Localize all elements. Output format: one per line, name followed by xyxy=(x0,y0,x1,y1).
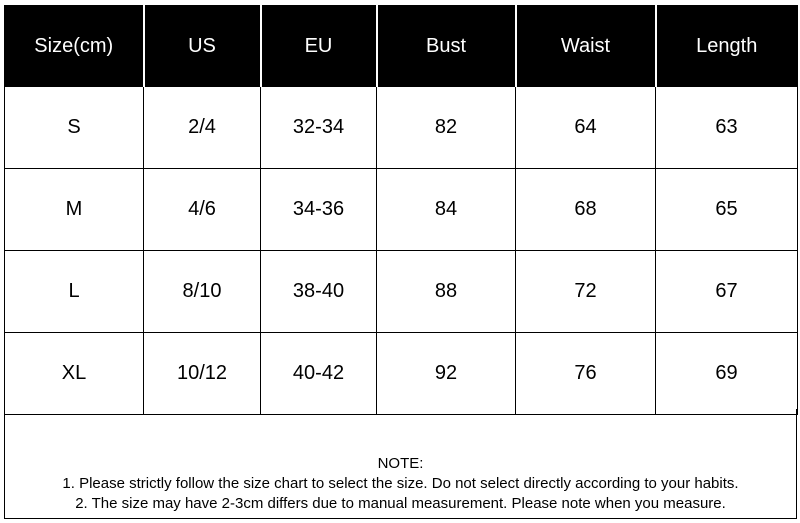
cell-bust: 82 xyxy=(376,86,516,169)
cell-eu: 32-34 xyxy=(260,86,377,169)
cell-bust: 88 xyxy=(376,250,516,333)
cell-waist: 76 xyxy=(515,332,656,415)
cell-size: XL xyxy=(4,332,144,415)
cell-size: S xyxy=(4,86,144,169)
cell-length: 65 xyxy=(655,168,798,251)
cell-length: 67 xyxy=(655,250,798,333)
header-us: US xyxy=(142,5,262,87)
header-length: Length xyxy=(654,5,798,87)
table-row: XL 10/12 40-42 92 76 69 xyxy=(4,332,798,415)
cell-waist: 68 xyxy=(515,168,656,251)
cell-us: 10/12 xyxy=(143,332,261,415)
table-row: L 8/10 38-40 88 72 67 xyxy=(4,250,798,333)
table-row: M 4/6 34-36 84 68 65 xyxy=(4,168,798,251)
cell-us: 4/6 xyxy=(143,168,261,251)
note-line-2: 2. The size may have 2-3cm differs due t… xyxy=(75,495,726,512)
header-size: Size(cm) xyxy=(4,5,145,87)
cell-waist: 72 xyxy=(515,250,656,333)
cell-eu: 40-42 xyxy=(260,332,377,415)
cell-size: L xyxy=(4,250,144,333)
cell-length: 69 xyxy=(655,332,798,415)
note-line-1: 1. Please strictly follow the size chart… xyxy=(62,475,739,492)
size-table: Size(cm) US EU Bust Waist Length S 2/4 3… xyxy=(4,5,798,415)
cell-us: 2/4 xyxy=(143,86,261,169)
cell-length: 63 xyxy=(655,86,798,169)
cell-us: 8/10 xyxy=(143,250,261,333)
cell-eu: 38-40 xyxy=(260,250,377,333)
table-row: S 2/4 32-34 82 64 63 xyxy=(4,86,798,169)
header-waist: Waist xyxy=(514,5,657,87)
note-text: NOTE: 1. Please strictly follow the size… xyxy=(5,454,796,514)
cell-bust: 84 xyxy=(376,168,516,251)
note-title: NOTE: xyxy=(377,455,424,472)
header-eu: EU xyxy=(259,5,378,87)
cell-bust: 92 xyxy=(376,332,516,415)
note-box: NOTE: 1. Please strictly follow the size… xyxy=(4,409,797,519)
cell-waist: 64 xyxy=(515,86,656,169)
header-row: Size(cm) US EU Bust Waist Length xyxy=(4,5,798,87)
header-bust: Bust xyxy=(375,5,517,87)
cell-eu: 34-36 xyxy=(260,168,377,251)
cell-size: M xyxy=(4,168,144,251)
